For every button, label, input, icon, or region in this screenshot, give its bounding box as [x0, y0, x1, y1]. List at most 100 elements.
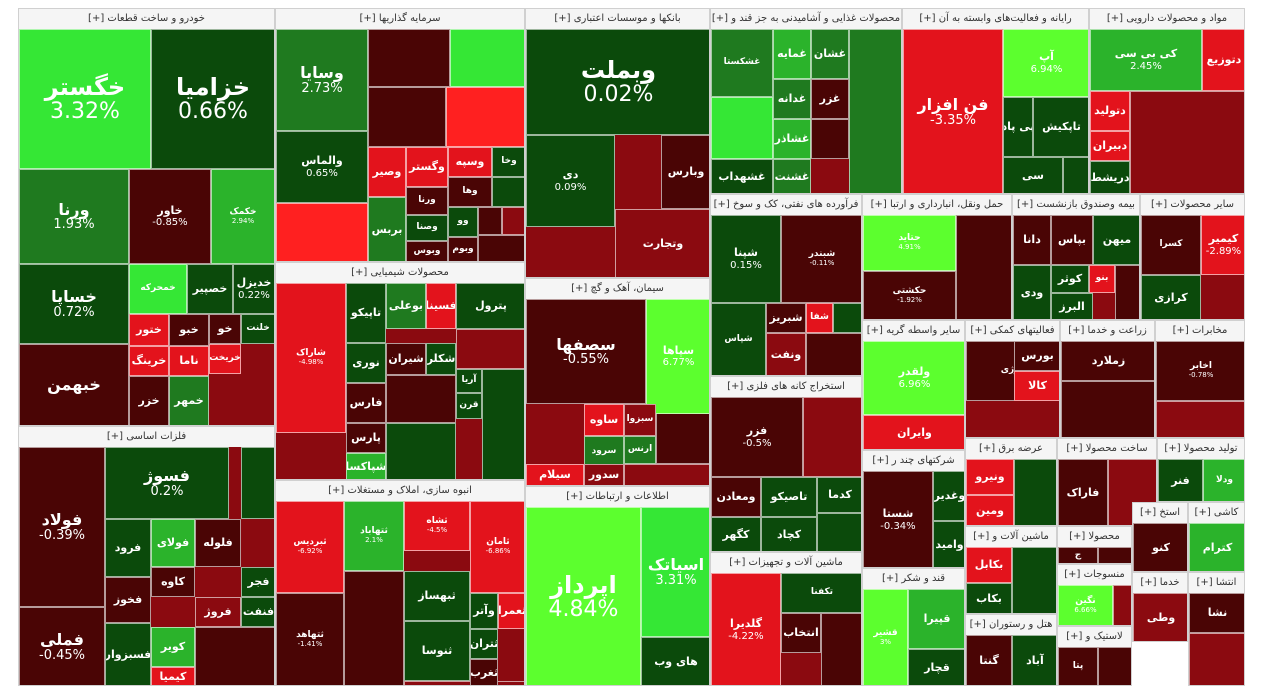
small-tile[interactable]: [1113, 585, 1131, 625]
stock-tile[interactable]: پارس: [346, 423, 386, 453]
stock-tile[interactable]: ثبهساز: [404, 571, 470, 621]
small-tile[interactable]: [1098, 647, 1131, 685]
small-tile[interactable]: [478, 235, 524, 261]
stock-tile[interactable]: شبریز: [766, 303, 806, 333]
stock-tile[interactable]: البرز: [1051, 293, 1093, 319]
small-tile[interactable]: [386, 423, 456, 479]
small-tile[interactable]: [368, 87, 446, 147]
stock-tile[interactable]: خرینگ: [129, 346, 169, 376]
stock-tile[interactable]: ثعمرا: [498, 593, 524, 629]
stock-tile[interactable]: ودلا: [1203, 459, 1244, 501]
stock-tile[interactable]: ولقدر 6.96%: [863, 341, 964, 415]
stock-tile[interactable]: سبزوا: [624, 404, 656, 436]
sector-title[interactable]: سایر واسطه گریه [+]: [863, 321, 964, 341]
stock-tile[interactable]: سپاها 6.77%: [646, 299, 709, 414]
stock-tile[interactable]: اخابر -0.78%: [1156, 341, 1244, 401]
stock-tile[interactable]: فخوز: [105, 577, 151, 623]
sector-title[interactable]: عرضه برق [+]: [966, 439, 1056, 459]
stock-tile[interactable]: نوری: [346, 343, 386, 383]
sector-title[interactable]: لاستیک و [+]: [1058, 627, 1131, 647]
small-tile[interactable]: [1115, 265, 1139, 319]
sector-title[interactable]: قند و شکر [+]: [863, 569, 964, 589]
small-tile[interactable]: [811, 119, 849, 159]
stock-tile[interactable]: سدور: [584, 464, 624, 485]
stock-tile[interactable]: حتاید 4.91%: [863, 215, 956, 271]
sector-title[interactable]: استخ [+]: [1133, 503, 1187, 523]
stock-tile[interactable]: خاور -0.85%: [129, 169, 211, 264]
stock-tile[interactable]: ختور: [129, 314, 169, 346]
sector-panel[interactable]: رایانه و فعالیت‌های وابسته به آن [+] فن ا…: [902, 8, 1089, 194]
stock-tile[interactable]: ودی: [1013, 265, 1051, 319]
stock-tile[interactable]: فولاد -0.39%: [19, 447, 105, 607]
stock-tile[interactable]: نگین 6.66%: [1058, 585, 1113, 625]
stock-tile[interactable]: دتولید: [1090, 91, 1130, 131]
stock-tile[interactable]: وو: [448, 207, 478, 237]
stock-tile[interactable]: خمهر: [169, 376, 209, 425]
stock-tile[interactable]: شپنا 0.15%: [711, 215, 781, 303]
stock-tile[interactable]: کوثر: [1051, 265, 1089, 293]
stock-tile[interactable]: ومعادن: [711, 477, 761, 517]
sector-title[interactable]: فلزات اساسی [+]: [19, 427, 274, 447]
small-tile[interactable]: [1130, 91, 1244, 193]
stock-tile[interactable]: قپیرا: [908, 589, 964, 649]
small-tile[interactable]: [1063, 157, 1088, 193]
small-tile[interactable]: [478, 207, 502, 235]
sector-title[interactable]: منسوجات [+]: [1058, 565, 1131, 585]
stock-tile[interactable]: ارنس: [624, 436, 656, 464]
stock-tile[interactable]: وخا: [492, 147, 524, 177]
stock-tile[interactable]: دی 0.09%: [526, 135, 615, 227]
stock-tile[interactable]: پتا: [1058, 647, 1098, 685]
stock-tile[interactable]: خو: [209, 314, 241, 344]
small-tile[interactable]: [241, 447, 274, 519]
sector-title[interactable]: بیمه وصندوق بازنشست [+]: [1013, 195, 1139, 215]
stock-tile[interactable]: کیمیا: [151, 667, 195, 685]
stock-tile[interactable]: تکفنا: [781, 573, 861, 613]
stock-tile[interactable]: کنو: [1133, 523, 1187, 571]
sector-title[interactable]: سایر محصولات [+]: [1141, 195, 1244, 215]
stock-tile[interactable]: خساپا 0.72%: [19, 264, 129, 344]
sector-title[interactable]: سیمان، آهک و گچ [+]: [526, 279, 709, 299]
sector-panel[interactable]: حمل ونقل، انبارداری و ارتبا [+] حتاید 4.91…: [862, 194, 1012, 320]
sector-panel[interactable]: انتشا [+] نشا: [1188, 572, 1245, 686]
stock-tile[interactable]: بپاس: [1051, 215, 1093, 265]
stock-tile[interactable]: ثغرب: [470, 659, 498, 685]
stock-tile[interactable]: سیلام: [526, 464, 584, 485]
sector-title[interactable]: مواد و محصولات دارویی [+]: [1090, 9, 1244, 29]
sector-panel[interactable]: کاشی [+] کترام: [1188, 502, 1245, 572]
stock-tile[interactable]: کچاد: [761, 517, 817, 551]
stock-tile[interactable]: خکمک 2.94%: [211, 169, 274, 264]
stock-tile[interactable]: ثبردیس -6.92%: [276, 501, 344, 593]
stock-tile[interactable]: شپاس: [711, 303, 766, 375]
sector-title[interactable]: ماشین آلات و [+]: [966, 527, 1056, 547]
stock-tile[interactable]: آریا: [456, 369, 482, 393]
stock-tile[interactable]: قرن: [456, 393, 482, 419]
small-tile[interactable]: [446, 87, 524, 147]
small-tile[interactable]: [656, 404, 709, 464]
stock-tile[interactable]: شستا -0.34%: [863, 471, 933, 567]
sector-panel[interactable]: شرکتهای چند ر [+] شستا -0.34% وغدیر وامید: [862, 450, 965, 568]
stock-tile[interactable]: وگستر: [406, 147, 448, 187]
stock-tile[interactable]: خلنت: [241, 314, 274, 344]
sector-title[interactable]: هتل و رستوران [+]: [966, 615, 1056, 635]
stock-tile[interactable]: اسیاتک 3.31%: [641, 507, 709, 637]
stock-tile[interactable]: شپاکسا: [346, 453, 386, 479]
stock-tile[interactable]: فولای: [151, 519, 195, 567]
small-tile[interactable]: [276, 203, 368, 261]
stock-tile[interactable]: خگستر 3.32%: [19, 29, 151, 169]
stock-tile[interactable]: خزامیا 0.66%: [151, 29, 274, 169]
stock-tile[interactable]: فزر -0.5%: [711, 397, 803, 477]
stock-tile[interactable]: فلوله: [195, 519, 241, 567]
stock-tile[interactable]: وسایا 2.73%: [276, 29, 368, 131]
small-tile[interactable]: [1098, 547, 1131, 563]
stock-tile[interactable]: خبو: [169, 314, 209, 346]
stock-tile[interactable]: وبوس: [406, 241, 448, 261]
stock-tile[interactable]: دریشط: [1090, 161, 1130, 193]
small-tile[interactable]: [482, 369, 524, 479]
stock-tile[interactable]: کترام: [1189, 523, 1244, 571]
stock-tile[interactable]: ورنا 1.93%: [19, 169, 129, 264]
stock-tile[interactable]: بکاب: [966, 583, 1012, 613]
sector-panel[interactable]: سیمان، آهک و گچ [+] سصفها -0.55% سپاها 6.77%…: [525, 278, 710, 486]
small-tile[interactable]: [821, 613, 861, 685]
stock-tile[interactable]: فروژ: [195, 597, 241, 627]
stock-tile[interactable]: زملارد: [1061, 341, 1154, 381]
